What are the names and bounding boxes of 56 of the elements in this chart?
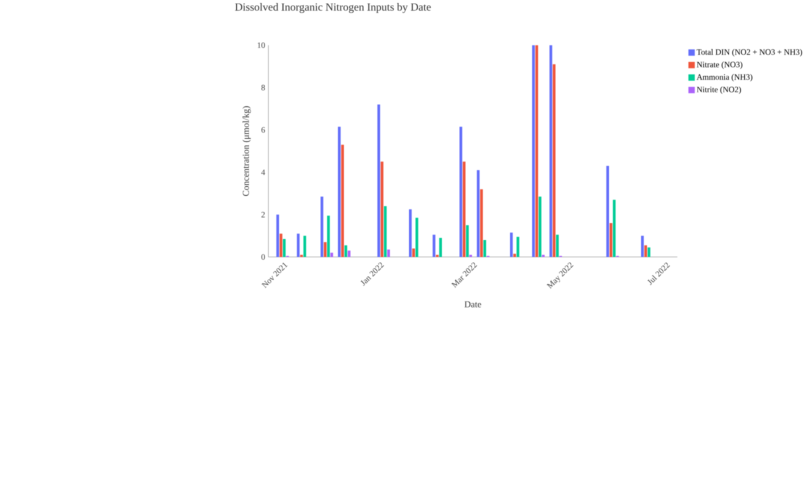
- bar: [538, 196, 542, 258]
- bar: [416, 218, 418, 258]
- legend-label: Nitrate (NO3): [696, 62, 742, 70]
- y-tick-label: 2: [261, 212, 265, 218]
- bar: [462, 162, 466, 258]
- bar: [476, 170, 480, 258]
- bar: [516, 236, 520, 258]
- bar: [384, 206, 387, 258]
- bar: [300, 254, 303, 258]
- bar: [348, 250, 350, 258]
- y-tick-label: 6: [261, 127, 265, 133]
- bar: [387, 250, 390, 258]
- legend-label: Ammonia (NH3): [696, 74, 752, 82]
- legend-label: Total DIN (NO2 + NO3 + NH3): [696, 49, 802, 57]
- bar: [344, 245, 348, 258]
- bar: [320, 196, 324, 258]
- y-tick-label: 0: [261, 254, 265, 260]
- bar: [380, 162, 384, 258]
- bar: [644, 245, 648, 258]
- bar: [330, 252, 334, 258]
- bar: [303, 236, 306, 258]
- x-axis-title: Date: [464, 301, 482, 308]
- bar: [341, 144, 344, 258]
- y-tick-label: 8: [261, 84, 265, 90]
- bar: [641, 236, 644, 258]
- bar: [466, 225, 469, 258]
- bar: [459, 126, 462, 258]
- y-axis-title: Concentration (μmol/kg): [242, 106, 251, 196]
- bar: [412, 248, 415, 258]
- bar: [648, 248, 650, 258]
- bar: [532, 45, 535, 258]
- bar: [408, 209, 412, 258]
- bar: [483, 240, 486, 258]
- bar: [377, 104, 380, 258]
- chart-title: Dissolved Inorganic Nitrogen Inputs by Date: [235, 3, 431, 14]
- bar: [282, 239, 286, 258]
- bar: [510, 232, 513, 258]
- bar: [280, 234, 282, 258]
- bar: [556, 234, 559, 258]
- y-tick-label: 10: [258, 42, 265, 48]
- bar: [327, 216, 330, 258]
- legend-label: Nitrite (NO2): [696, 86, 741, 94]
- bar: [296, 234, 300, 258]
- bar: [480, 189, 483, 258]
- bar: [276, 214, 280, 258]
- bar: [439, 238, 442, 258]
- bar: [612, 200, 616, 258]
- bar: [549, 45, 552, 258]
- bar: [338, 126, 341, 258]
- y-tick-label: 4: [261, 170, 266, 176]
- bar: [606, 166, 610, 258]
- bar: [552, 64, 556, 258]
- bar: [610, 223, 612, 258]
- bar: [535, 45, 538, 258]
- bar: [324, 242, 327, 258]
- bar: [432, 234, 436, 258]
